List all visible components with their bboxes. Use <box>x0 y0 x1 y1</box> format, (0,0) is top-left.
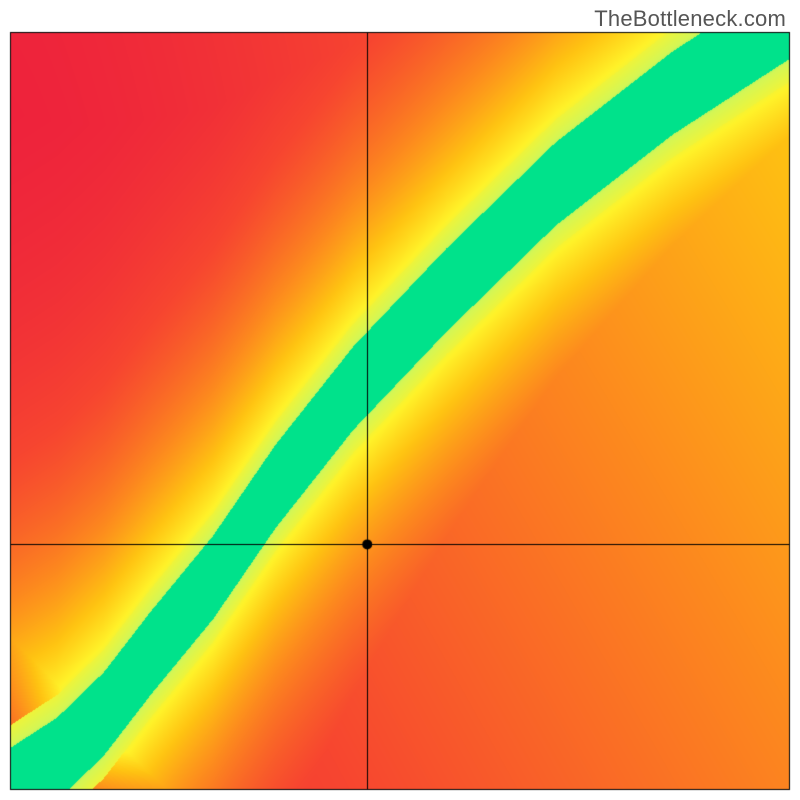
watermark-text: TheBottleneck.com <box>594 6 786 32</box>
bottleneck-heatmap-chart: TheBottleneck.com <box>0 0 800 800</box>
heatmap-canvas <box>0 0 800 800</box>
